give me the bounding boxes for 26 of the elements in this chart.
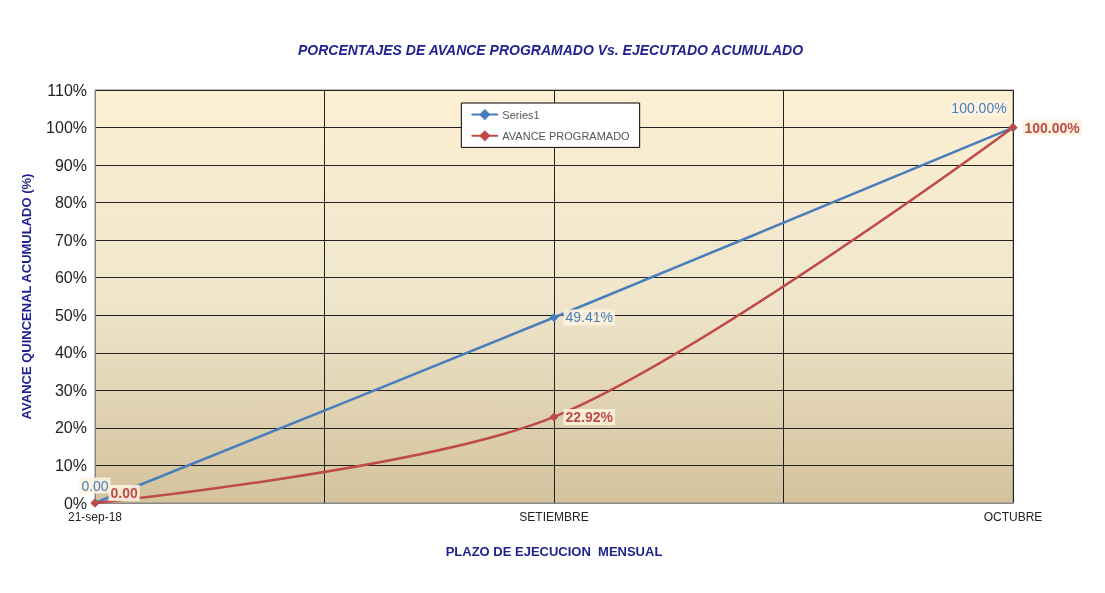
y-tick-label: 90% [54,156,87,174]
y-tick-label: 30% [54,381,87,399]
x-tick-label: 21-sep-18 [67,510,123,524]
y-tick-label: 80% [54,194,87,212]
data-label: 100.00% [1024,119,1081,136]
data-label: 49.41% [565,309,613,326]
data-label: 0.00 [81,477,109,494]
y-axis-title: AVANCE QUINCENAL ACUMULADO (%) [19,173,34,420]
data-label: 0.00 [110,485,138,501]
y-tick-label: 60% [54,269,87,287]
y-tick-label: 20% [54,419,87,437]
legend-label: Series1 [502,108,540,121]
y-tick-label: 0% [63,494,87,512]
legend-label: AVANCE PROGRAMADO [502,129,631,142]
x-tick-label: SETIEMBRE [519,510,589,524]
data-label: 22.92% [565,408,614,425]
y-tick-label: 70% [54,231,87,249]
x-tick-label: OCTUBRE [983,510,1043,524]
y-tick-label: 110% [47,81,87,99]
y-tick-label: 40% [54,344,87,362]
chart-title: PORCENTAJES DE AVANCE PROGRAMADO Vs. EJECUTADO ACUMULADO [297,42,804,58]
y-tick-label: 10% [54,456,87,474]
y-tick-label: 50% [54,306,87,324]
data-label: 100.00% [951,100,1007,117]
x-axis-title: PLAZO DE EJECUCION MENSUAL [445,544,663,559]
y-tick-label: 100% [46,119,87,137]
